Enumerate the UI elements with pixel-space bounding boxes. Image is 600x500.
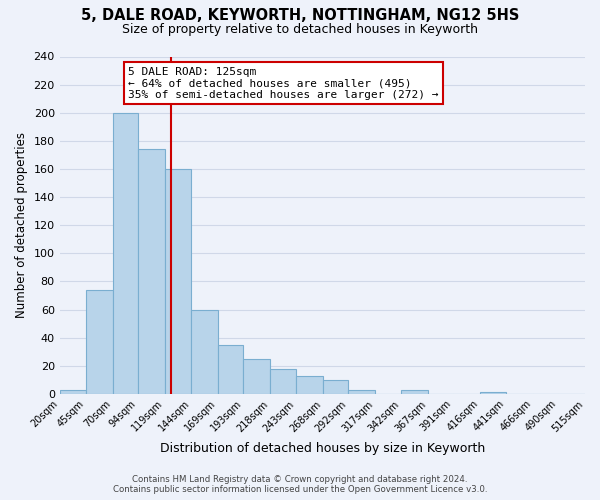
X-axis label: Distribution of detached houses by size in Keyworth: Distribution of detached houses by size … xyxy=(160,442,485,455)
Bar xyxy=(86,290,113,394)
Bar xyxy=(349,390,375,394)
Text: Size of property relative to detached houses in Keyworth: Size of property relative to detached ho… xyxy=(122,22,478,36)
Bar xyxy=(296,376,323,394)
Bar xyxy=(243,358,270,394)
Bar xyxy=(218,344,243,394)
Bar xyxy=(270,368,296,394)
Bar xyxy=(165,169,191,394)
Text: 5, DALE ROAD, KEYWORTH, NOTTINGHAM, NG12 5HS: 5, DALE ROAD, KEYWORTH, NOTTINGHAM, NG12… xyxy=(81,8,519,22)
Text: Contains HM Land Registry data © Crown copyright and database right 2024.
Contai: Contains HM Land Registry data © Crown c… xyxy=(113,474,487,494)
Bar xyxy=(323,380,349,394)
Bar xyxy=(191,310,218,394)
Bar xyxy=(138,150,165,394)
Bar xyxy=(401,390,428,394)
Bar xyxy=(113,112,138,394)
Text: 5 DALE ROAD: 125sqm
← 64% of detached houses are smaller (495)
35% of semi-detac: 5 DALE ROAD: 125sqm ← 64% of detached ho… xyxy=(128,66,439,100)
Bar xyxy=(480,392,506,394)
Bar xyxy=(59,390,86,394)
Y-axis label: Number of detached properties: Number of detached properties xyxy=(15,132,28,318)
